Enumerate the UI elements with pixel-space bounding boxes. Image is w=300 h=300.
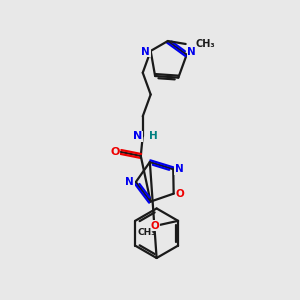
Text: N: N <box>175 164 184 174</box>
Text: O: O <box>110 147 120 157</box>
Text: O: O <box>175 189 184 199</box>
Text: N: N <box>133 131 142 141</box>
Text: CH₃: CH₃ <box>196 39 215 49</box>
Text: N: N <box>141 47 150 57</box>
Text: H: H <box>149 131 158 141</box>
Text: N: N <box>125 177 134 187</box>
Text: N: N <box>187 47 196 57</box>
Text: CH₃: CH₃ <box>137 228 155 237</box>
Text: O: O <box>151 221 160 231</box>
